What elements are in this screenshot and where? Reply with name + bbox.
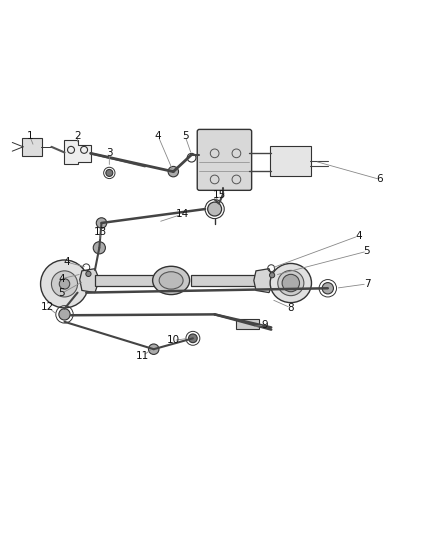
Ellipse shape [152, 266, 190, 295]
FancyBboxPatch shape [95, 275, 154, 286]
Ellipse shape [159, 272, 183, 289]
Circle shape [59, 279, 70, 289]
Circle shape [208, 202, 222, 216]
FancyBboxPatch shape [22, 138, 42, 156]
Circle shape [168, 166, 179, 177]
Text: 9: 9 [261, 320, 268, 330]
Circle shape [148, 344, 159, 354]
Text: 5: 5 [58, 288, 65, 298]
Text: 4: 4 [58, 273, 65, 284]
Text: 13: 13 [94, 227, 107, 237]
Text: 12: 12 [40, 302, 54, 312]
Text: 3: 3 [106, 148, 113, 158]
Text: 10: 10 [167, 335, 180, 345]
Text: 15: 15 [212, 190, 226, 200]
Circle shape [96, 218, 107, 228]
Ellipse shape [278, 270, 304, 296]
Text: 5: 5 [364, 246, 370, 256]
Circle shape [188, 334, 197, 343]
Ellipse shape [270, 263, 311, 303]
FancyBboxPatch shape [270, 146, 311, 176]
Circle shape [269, 272, 275, 278]
Text: 5: 5 [182, 131, 188, 141]
Text: 4: 4 [155, 131, 161, 141]
Circle shape [86, 271, 91, 277]
Circle shape [59, 309, 70, 320]
Polygon shape [64, 140, 91, 164]
Text: 6: 6 [377, 174, 383, 184]
Text: 11: 11 [136, 351, 149, 361]
FancyBboxPatch shape [197, 130, 252, 190]
FancyBboxPatch shape [236, 319, 259, 329]
Text: 1: 1 [26, 131, 33, 141]
Circle shape [322, 282, 333, 294]
Polygon shape [80, 269, 99, 293]
Text: 4: 4 [355, 231, 362, 241]
Text: 8: 8 [287, 303, 294, 313]
Polygon shape [254, 269, 273, 293]
Text: 7: 7 [364, 279, 370, 289]
FancyBboxPatch shape [191, 275, 256, 286]
Circle shape [282, 274, 300, 292]
Text: 14: 14 [175, 209, 189, 219]
Text: 2: 2 [74, 131, 81, 141]
Circle shape [41, 260, 88, 308]
Text: 4: 4 [64, 257, 70, 267]
Circle shape [93, 241, 106, 254]
Circle shape [106, 169, 113, 176]
Circle shape [51, 271, 78, 297]
